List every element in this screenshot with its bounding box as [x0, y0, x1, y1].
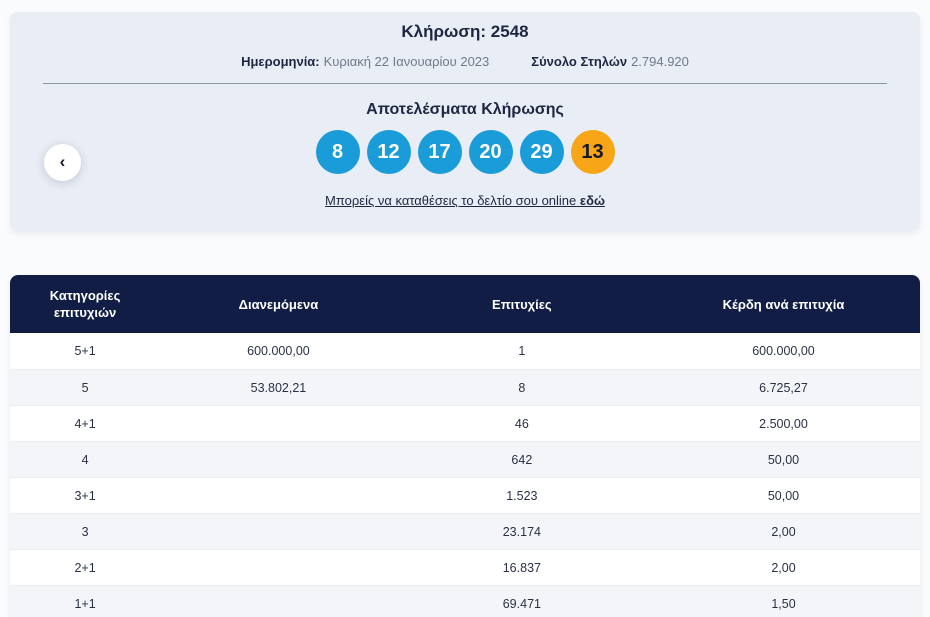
cell-category: 4+1 [74, 416, 96, 431]
draw-title: Κλήρωση: 2548 [401, 22, 529, 41]
cell-category: 1+1 [74, 596, 96, 611]
cell-category: 4 [81, 452, 89, 467]
table-row: 2+1 16.837 2,00 [10, 549, 920, 585]
cell-prize: 50,00 [767, 488, 800, 503]
draw-date-label: Ημερομηνία: [241, 54, 320, 69]
panel-divider [43, 83, 887, 84]
cell-winners: 16.837 [502, 560, 541, 575]
deposit-link-bold-word: εδώ [579, 193, 605, 208]
winning-number-ball: 17 [417, 130, 462, 174]
chevron-left-icon: ‹ [59, 151, 66, 171]
cell-prize: 1,50 [771, 596, 796, 611]
deposit-link-text: Μπορείς να καταθέσεις το δελτίο σου onli… [325, 193, 577, 208]
table-row: 3 23.174 2,00 [10, 513, 920, 549]
previous-draw-button[interactable]: ‹ [44, 144, 81, 181]
cell-winners: 1 [518, 344, 526, 358]
results-heading: Αποτελέσματα Κλήρωσης [366, 101, 564, 118]
winnings-table-header: Κατηγορίες επιτυχιών Διανεμόμενα Επιτυχί… [10, 275, 920, 333]
total-columns: Σύνολο Στηλών 2.794.920 [531, 54, 689, 69]
cell-winners: 1.523 [506, 488, 538, 503]
cell-prize: 50,00 [767, 452, 800, 467]
cell-prize: 2,00 [771, 560, 796, 575]
cell-distributed: 600.000,00 [247, 344, 310, 358]
cell-prize: 2.500,00 [759, 416, 808, 431]
total-columns-value: 2.794.920 [631, 54, 689, 69]
cell-category: 2+1 [74, 560, 96, 575]
cell-distributed: 53.802,21 [250, 380, 307, 395]
draw-meta-row: Ημερομηνία: Κυριακή 22 Ιανουαρίου 2023 Σύ… [10, 54, 920, 69]
cell-winners: 642 [511, 452, 533, 467]
cell-winners: 46 [514, 416, 529, 431]
table-row: 5 53.802,21 8 6.725,27 [10, 369, 920, 405]
cell-category: 5 [81, 380, 89, 395]
cell-category: 3 [81, 524, 89, 539]
table-row: 4+1 46 2.500,00 [10, 405, 920, 441]
winning-number-ball: 20 [468, 130, 513, 174]
cell-winners: 23.174 [502, 524, 541, 539]
col-header-distributed: Διανεμόμενα [238, 296, 319, 312]
draw-date-value: Κυριακή 22 Ιανουαρίου 2023 [323, 54, 490, 69]
cell-prize: 6.725,27 [759, 380, 808, 395]
col-header-winners: Επιτυχίες [492, 296, 552, 312]
winning-number-ball: 8 [315, 130, 360, 174]
draw-results-panel: Κλήρωση: 2548 Ημερομηνία: Κυριακή 22 Ιανο… [10, 12, 920, 231]
table-row: 3+1 1.523 50,00 [10, 477, 920, 513]
col-header-prize: Κέρδη ανά επιτυχία [722, 296, 845, 312]
deposit-online-link[interactable]: Μπορείς να καταθέσεις το δελτίο σου onli… [325, 193, 605, 208]
total-columns-label: Σύνολο Στηλών [531, 54, 628, 69]
table-row: 1+1 69.471 1,50 [10, 585, 920, 617]
draw-date: Ημερομηνία: Κυριακή 22 Ιανουαρίου 2023 [241, 54, 489, 69]
winning-number-ball: 29 [519, 130, 564, 174]
table-row: 4 642 50,00 [10, 441, 920, 477]
winning-numbers-row: 8 12 17 20 29 13 [10, 130, 920, 174]
winnings-table: Κατηγορίες επιτυχιών Διανεμόμενα Επιτυχί… [10, 275, 920, 617]
joker-number-ball: 13 [570, 130, 615, 174]
winning-number-ball: 12 [366, 130, 411, 174]
cell-winners: 69.471 [502, 596, 541, 611]
cell-category: 3+1 [74, 488, 96, 503]
cell-prize: 600.000,00 [752, 344, 815, 358]
cell-prize: 2,00 [771, 524, 796, 539]
col-header-categories: Κατηγορίες επιτυχιών [49, 288, 121, 320]
cell-category: 5+1 [74, 344, 96, 358]
cell-winners: 8 [518, 380, 526, 395]
winnings-table-body: 5+1 600.000,00 1 600.000,00 5 53.802,21 … [10, 333, 920, 617]
table-row: 5+1 600.000,00 1 600.000,00 [10, 333, 920, 369]
